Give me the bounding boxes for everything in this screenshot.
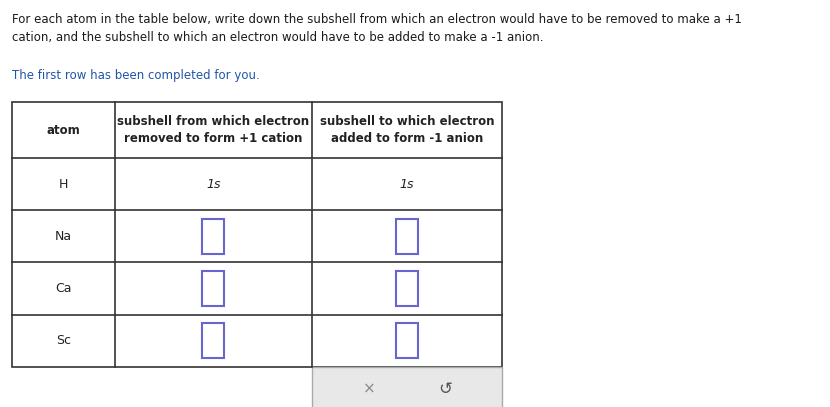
- Text: ↺: ↺: [438, 380, 452, 398]
- Bar: [312, 367, 502, 407]
- Text: Na: Na: [55, 230, 72, 243]
- Text: subshell from which electron
removed to form +1 cation: subshell from which electron removed to …: [117, 115, 310, 145]
- Text: The first row has been completed for you.: The first row has been completed for you…: [12, 68, 260, 81]
- Text: 1s: 1s: [206, 177, 221, 190]
- Bar: [396, 219, 418, 254]
- Text: Sc: Sc: [56, 334, 71, 347]
- Text: For each atom in the table below, write down the subshell from which an electron: For each atom in the table below, write …: [12, 13, 742, 44]
- Bar: [203, 271, 224, 306]
- Text: subshell to which electron
added to form -1 anion: subshell to which electron added to form…: [320, 115, 495, 145]
- Text: 1s: 1s: [400, 177, 414, 190]
- Bar: [203, 219, 224, 254]
- Bar: [396, 323, 418, 359]
- Bar: [203, 323, 224, 359]
- Bar: [396, 271, 418, 306]
- Text: ×: ×: [363, 382, 375, 397]
- Bar: [12, 102, 502, 367]
- Text: H: H: [59, 177, 68, 190]
- Text: atom: atom: [46, 124, 81, 136]
- Text: Ca: Ca: [56, 282, 71, 295]
